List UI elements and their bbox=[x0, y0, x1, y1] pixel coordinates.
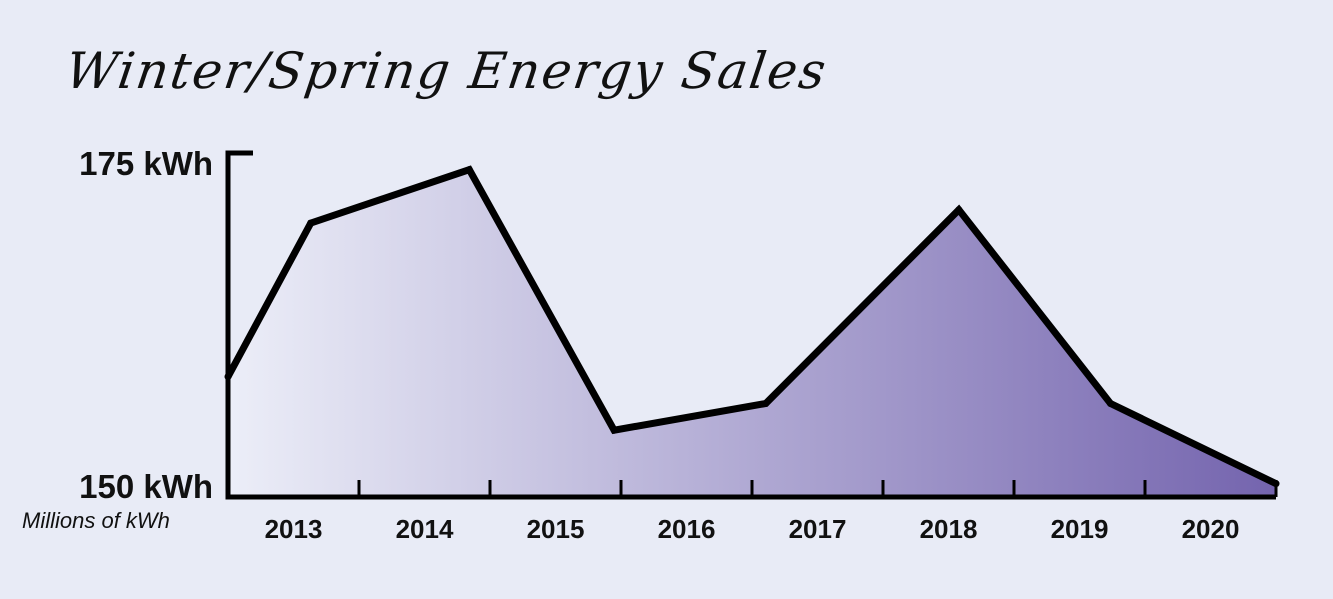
data-point bbox=[465, 166, 473, 174]
y-axis-max-label: 175 kWh bbox=[79, 145, 213, 182]
x-tick-label: 2017 bbox=[789, 514, 847, 544]
data-point bbox=[955, 206, 963, 214]
area-fill bbox=[228, 169, 1276, 497]
series-line bbox=[224, 165, 1278, 487]
x-tick-label: 2018 bbox=[920, 514, 978, 544]
data-point bbox=[762, 399, 770, 407]
x-tick-label: 2020 bbox=[1182, 514, 1240, 544]
x-tick-label: 2019 bbox=[1051, 514, 1109, 544]
y-axis-unit-label: Millions of kWh bbox=[22, 508, 170, 533]
data-point bbox=[610, 426, 618, 434]
x-tick-label: 2015 bbox=[527, 514, 585, 544]
x-tick-label: 2014 bbox=[396, 514, 454, 544]
data-point bbox=[307, 219, 315, 227]
x-tick-label: 2016 bbox=[658, 514, 716, 544]
data-point bbox=[1107, 399, 1115, 407]
x-tick-label: 2013 bbox=[265, 514, 323, 544]
y-axis-min-label: 150 kWh bbox=[79, 468, 213, 505]
data-point bbox=[1272, 480, 1280, 488]
data-point bbox=[224, 373, 232, 381]
